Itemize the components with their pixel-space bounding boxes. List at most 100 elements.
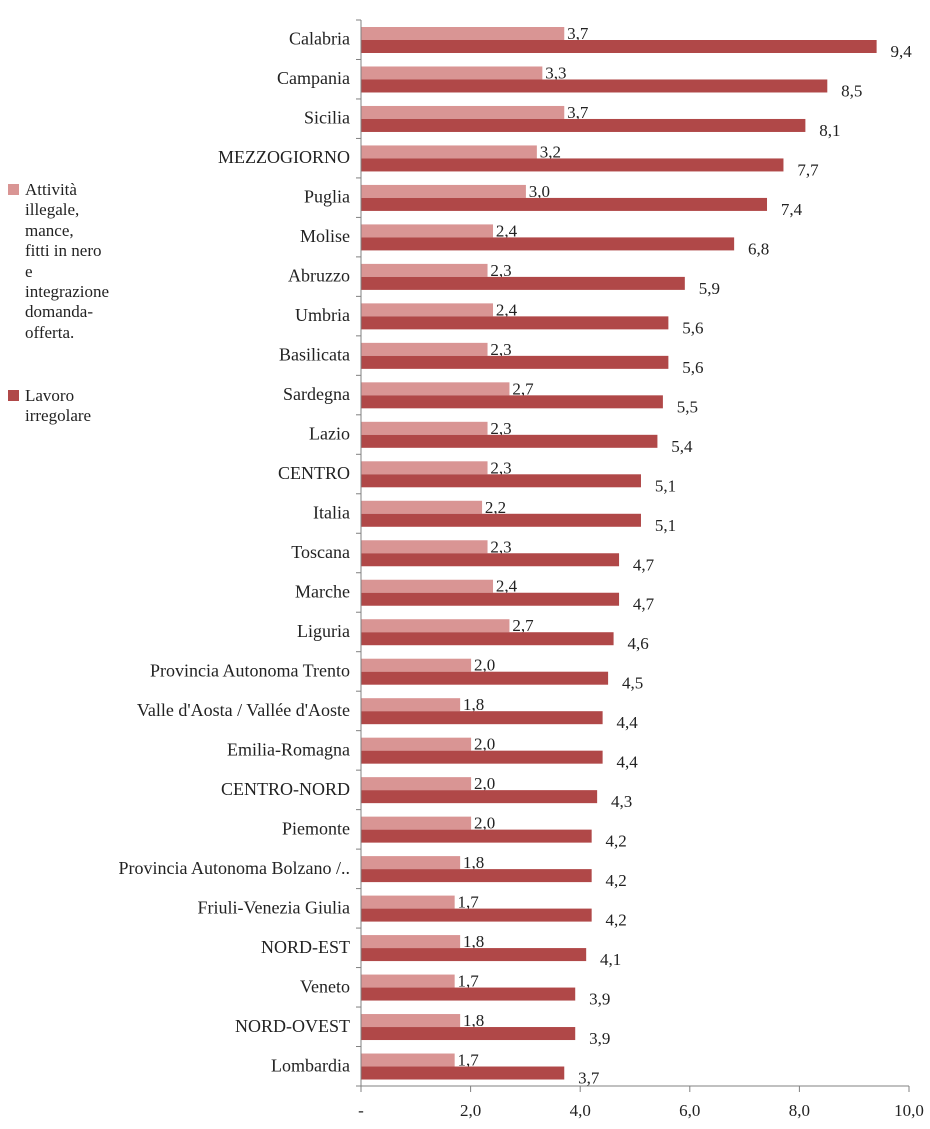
data-label-illegal-activity: 2,4 bbox=[496, 577, 518, 596]
bar-illegal-activity bbox=[361, 184, 526, 198]
data-label-illegal-activity: 2,7 bbox=[512, 379, 534, 398]
data-label-irregular-work: 5,4 bbox=[671, 437, 693, 456]
bar-illegal-activity bbox=[361, 579, 494, 593]
data-label-irregular-work: 5,5 bbox=[677, 397, 698, 416]
x-tick-label: 2,0 bbox=[460, 1101, 481, 1120]
data-label-irregular-work: 4,6 bbox=[627, 634, 648, 653]
category-label: Friuli-Venezia Giulia bbox=[198, 897, 350, 917]
category-label: Liguria bbox=[297, 621, 350, 641]
bar-irregular-work bbox=[361, 948, 587, 962]
bar-illegal-activity bbox=[361, 303, 494, 317]
data-label-irregular-work: 4,2 bbox=[606, 832, 627, 851]
legend-label-irregular-work: Lavoro irregolare bbox=[25, 386, 92, 426]
bar-irregular-work bbox=[361, 790, 598, 804]
bar-illegal-activity bbox=[361, 777, 472, 791]
bar-irregular-work bbox=[361, 553, 620, 567]
bar-illegal-activity bbox=[361, 974, 455, 988]
bar-illegal-activity bbox=[361, 105, 565, 119]
bar-irregular-work bbox=[361, 395, 663, 409]
data-label-irregular-work: 4,4 bbox=[616, 713, 638, 732]
bar-illegal-activity bbox=[361, 935, 461, 949]
category-label: Basilicata bbox=[279, 345, 350, 365]
bar-illegal-activity bbox=[361, 816, 472, 830]
bar-illegal-activity bbox=[361, 895, 455, 909]
category-label: Sardegna bbox=[283, 384, 350, 404]
bar-illegal-activity bbox=[361, 382, 510, 396]
bar-illegal-activity bbox=[361, 421, 488, 435]
category-label: Veneto bbox=[300, 976, 350, 996]
data-label-irregular-work: 4,5 bbox=[622, 674, 643, 693]
category-label: CENTRO-NORD bbox=[221, 779, 350, 799]
bar-irregular-work bbox=[361, 632, 614, 646]
data-label-illegal-activity: 2,3 bbox=[490, 537, 511, 556]
category-label: Provincia Autonoma Trento bbox=[150, 660, 350, 680]
data-label-illegal-activity: 3,3 bbox=[545, 63, 566, 82]
legend-swatch-irregular-work bbox=[8, 390, 19, 401]
data-label-irregular-work: 4,2 bbox=[606, 911, 627, 930]
data-label-illegal-activity: 2,3 bbox=[490, 419, 511, 438]
data-label-illegal-activity: 1,7 bbox=[458, 972, 480, 991]
data-label-irregular-work: 4,3 bbox=[611, 792, 632, 811]
bar-illegal-activity bbox=[361, 540, 488, 554]
category-label: Piemonte bbox=[282, 818, 350, 838]
data-label-irregular-work: 8,1 bbox=[819, 121, 840, 140]
data-label-irregular-work: 9,4 bbox=[890, 42, 912, 61]
bar-irregular-work bbox=[361, 474, 641, 488]
data-label-illegal-activity: 3,0 bbox=[529, 182, 550, 201]
data-label-illegal-activity: 1,7 bbox=[458, 1051, 480, 1070]
bar-illegal-activity bbox=[361, 66, 543, 80]
data-label-irregular-work: 3,9 bbox=[589, 1029, 610, 1048]
bar-illegal-activity bbox=[361, 1014, 461, 1028]
data-label-illegal-activity: 2,0 bbox=[474, 814, 495, 833]
data-label-illegal-activity: 1,8 bbox=[463, 853, 484, 872]
data-label-illegal-activity: 1,7 bbox=[458, 893, 480, 912]
bar-irregular-work bbox=[361, 158, 784, 172]
data-label-irregular-work: 4,7 bbox=[633, 595, 655, 614]
bar-irregular-work bbox=[361, 434, 658, 448]
category-label: Campania bbox=[277, 68, 350, 88]
category-label: Abruzzo bbox=[288, 266, 350, 286]
bar-irregular-work bbox=[361, 513, 641, 527]
bar-illegal-activity bbox=[361, 856, 461, 870]
bar-irregular-work bbox=[361, 869, 592, 883]
category-label: Marche bbox=[295, 581, 350, 601]
data-label-illegal-activity: 2,3 bbox=[490, 340, 511, 359]
bar-irregular-work bbox=[361, 40, 877, 53]
x-tick-label: 6,0 bbox=[679, 1101, 700, 1120]
data-label-irregular-work: 4,1 bbox=[600, 950, 621, 969]
data-label-illegal-activity: 2,3 bbox=[490, 458, 511, 477]
category-label: CENTRO bbox=[278, 463, 350, 483]
data-label-irregular-work: 7,7 bbox=[797, 160, 819, 179]
bar-irregular-work bbox=[361, 316, 669, 330]
category-label: Italia bbox=[313, 503, 350, 523]
bar-irregular-work bbox=[361, 197, 768, 211]
category-label: Emilia-Romagna bbox=[227, 739, 350, 759]
data-label-illegal-activity: 3,2 bbox=[540, 142, 561, 161]
data-label-irregular-work: 4,4 bbox=[616, 753, 638, 772]
bar-irregular-work bbox=[361, 908, 592, 922]
category-label: Umbria bbox=[295, 305, 350, 325]
bar-illegal-activity bbox=[361, 698, 461, 712]
category-label: MEZZOGIORNO bbox=[218, 147, 350, 167]
category-label: NORD-EST bbox=[261, 937, 350, 957]
bar-illegal-activity bbox=[361, 145, 537, 159]
legend-swatch-illegal-activity bbox=[8, 184, 19, 195]
data-label-illegal-activity: 2,7 bbox=[512, 616, 534, 635]
data-label-irregular-work: 6,8 bbox=[748, 239, 769, 258]
bar-irregular-work bbox=[361, 711, 603, 725]
data-label-illegal-activity: 2,2 bbox=[485, 498, 506, 517]
category-label: Calabria bbox=[289, 29, 350, 49]
bar-illegal-activity bbox=[361, 737, 472, 751]
data-label-illegal-activity: 2,4 bbox=[496, 221, 518, 240]
category-label: Lombardia bbox=[271, 1055, 350, 1075]
bar-illegal-activity bbox=[361, 1053, 455, 1067]
x-tick-label: - bbox=[358, 1101, 364, 1120]
category-label: Toscana bbox=[291, 542, 350, 562]
data-label-illegal-activity: 3,7 bbox=[567, 103, 589, 122]
x-tick-label: 8,0 bbox=[789, 1101, 810, 1120]
bar-illegal-activity bbox=[361, 461, 488, 475]
category-label: Puglia bbox=[304, 187, 350, 207]
data-label-illegal-activity: 3,7 bbox=[567, 24, 589, 43]
data-label-irregular-work: 5,1 bbox=[655, 516, 676, 535]
